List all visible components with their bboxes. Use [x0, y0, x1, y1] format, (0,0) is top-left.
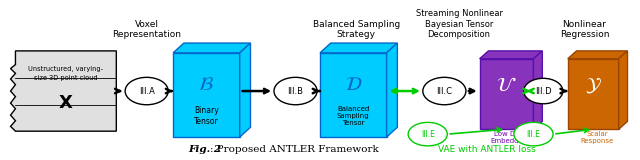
Polygon shape [320, 43, 397, 53]
Text: Unstructured, varying-: Unstructured, varying- [28, 66, 103, 72]
Polygon shape [173, 53, 240, 137]
Polygon shape [534, 51, 542, 129]
Text: III.A: III.A [139, 87, 155, 96]
Text: III.E: III.E [420, 130, 435, 139]
Ellipse shape [408, 122, 447, 146]
Text: Fig. 2: Fig. 2 [188, 145, 221, 154]
Text: III.E: III.E [527, 130, 540, 139]
Text: $\mathcal{Y}$: $\mathcal{Y}$ [585, 76, 602, 96]
Polygon shape [10, 51, 116, 131]
Text: Balanced Sampling
Strategy: Balanced Sampling Strategy [312, 20, 400, 39]
Text: Balanced
Sampling
Tensor: Balanced Sampling Tensor [337, 106, 370, 126]
Text: Binary
Tensor: Binary Tensor [194, 106, 219, 126]
Text: Voxel
Representation: Voxel Representation [112, 20, 181, 39]
Text: size 3D point cloud: size 3D point cloud [33, 75, 97, 81]
Text: Low Dim.
Embedding: Low Dim. Embedding [490, 131, 530, 144]
Text: Streaming Nonlinear
Bayesian Tensor
Decomposition: Streaming Nonlinear Bayesian Tensor Deco… [415, 9, 502, 39]
Text: $\mathcal{B}$: $\mathcal{B}$ [198, 75, 214, 94]
Text: VAE with ANTLER loss: VAE with ANTLER loss [438, 145, 535, 154]
Polygon shape [320, 53, 387, 137]
Polygon shape [568, 59, 619, 129]
Text: III.C: III.C [436, 87, 452, 96]
Ellipse shape [514, 122, 553, 146]
Text: $\mathcal{U}$: $\mathcal{U}$ [496, 76, 516, 95]
Polygon shape [387, 43, 397, 137]
Polygon shape [479, 51, 542, 59]
Polygon shape [479, 59, 534, 129]
Ellipse shape [274, 77, 317, 105]
Ellipse shape [423, 77, 466, 105]
Text: III.B: III.B [287, 87, 303, 96]
Polygon shape [619, 51, 627, 129]
Text: Scalar
Response: Scalar Response [580, 131, 614, 144]
Ellipse shape [125, 77, 168, 105]
Text: : Proposed ANTLER Framework: : Proposed ANTLER Framework [211, 145, 379, 154]
Text: $\mathbf{X}$: $\mathbf{X}$ [58, 94, 73, 112]
Polygon shape [568, 51, 627, 59]
Text: Nonlinear
Regression: Nonlinear Regression [559, 20, 609, 39]
Polygon shape [173, 43, 250, 53]
Text: $\mathcal{D}$: $\mathcal{D}$ [344, 75, 362, 94]
Polygon shape [240, 43, 250, 137]
Ellipse shape [524, 78, 563, 104]
Text: III.D: III.D [535, 87, 552, 96]
